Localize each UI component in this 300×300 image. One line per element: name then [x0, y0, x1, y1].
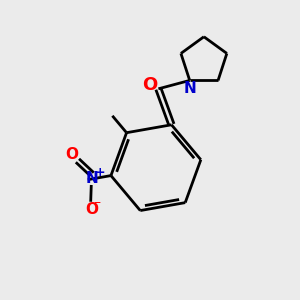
Text: N: N — [86, 171, 98, 186]
Text: O: O — [142, 76, 158, 94]
Text: +: + — [95, 166, 105, 179]
Text: O: O — [85, 202, 98, 217]
Text: O: O — [66, 147, 79, 162]
Text: N: N — [184, 81, 197, 96]
Text: ⁻: ⁻ — [94, 198, 101, 212]
